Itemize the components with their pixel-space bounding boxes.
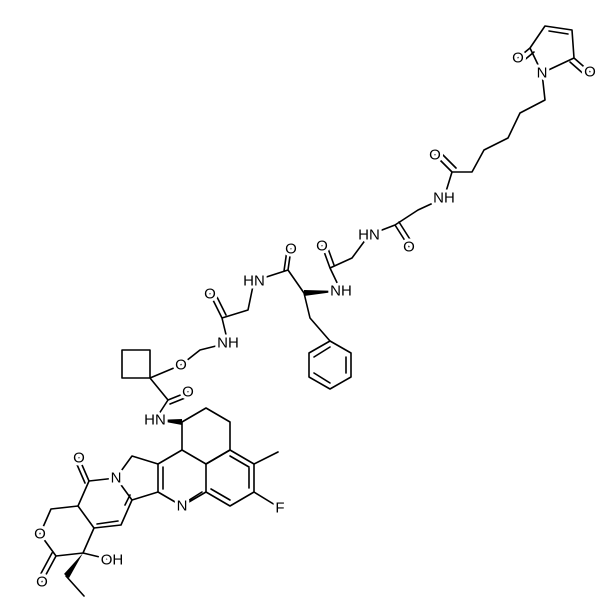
atom-label: OH [101,552,124,569]
pyridone-ring [74,457,133,529]
atom-label: NH [433,190,455,207]
bond [209,280,255,344]
atom-label: O [429,147,441,164]
atom-label: N [111,470,122,487]
atom-label: O [182,384,194,401]
atom-label: O [403,239,415,256]
bond [368,197,445,248]
bonds [37,25,591,597]
bond [253,248,331,342]
wedge-bond [64,553,83,578]
bond [517,25,591,77]
ring-a [181,407,231,465]
atom-label: HN [243,273,265,290]
atom-label: O [73,450,85,467]
lactone-ring [37,505,113,583]
atom-label: O [175,357,187,374]
atom-label: HN [358,227,380,244]
pyrrole-ring [115,455,159,501]
bond [321,234,370,292]
atom-label: NH [330,283,352,300]
atom-label: N [177,498,188,515]
atom-label: NH [217,335,239,352]
bond [65,451,281,597]
wedge-bond [304,290,341,296]
atom-label: N [537,65,548,82]
atom-label: O [36,574,48,591]
bond [434,72,546,199]
wedge-bond [155,419,182,425]
atom-label: HN [144,412,166,429]
atom-label: O [316,238,328,255]
atom-label: O [285,241,297,258]
benzene-ring [205,449,255,507]
atom-label: F [275,500,284,517]
phenyl-ring [308,340,352,390]
atom-label: O [204,286,216,303]
atom-label: O [584,64,596,81]
atom-label: O [512,50,524,67]
bond [121,342,229,421]
atom-label: O [34,526,46,543]
